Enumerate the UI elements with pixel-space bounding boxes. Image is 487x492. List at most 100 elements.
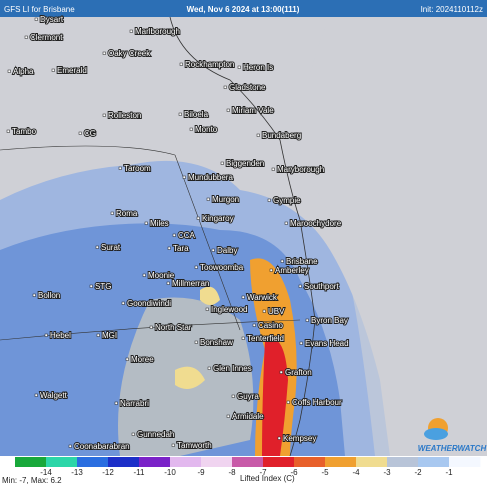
legend-swatch <box>418 457 450 467</box>
place-label: Goondiwindi <box>127 299 171 308</box>
place-marker <box>78 131 82 135</box>
place-label: Miriam Vale <box>232 106 274 115</box>
place-label: STG <box>95 282 111 291</box>
legend-tick-label: -3 <box>383 468 391 477</box>
place-marker <box>207 366 211 370</box>
place-marker <box>277 436 281 440</box>
place-marker <box>241 295 245 299</box>
place-label: Rockhampton <box>185 60 234 69</box>
place-label: Moonie <box>148 271 175 280</box>
place-label: Taroom <box>124 164 151 173</box>
place-marker <box>237 65 241 69</box>
place-label: Grafton <box>285 368 312 377</box>
place-marker <box>102 51 106 55</box>
place-marker <box>226 414 230 418</box>
legend-swatch <box>139 457 171 467</box>
place-marker <box>305 318 309 322</box>
legend-swatch <box>201 457 233 467</box>
place-marker <box>262 309 266 313</box>
place-label: Mundubbera <box>188 173 233 182</box>
place-marker <box>89 284 93 288</box>
place-marker <box>178 112 182 116</box>
place-marker <box>223 85 227 89</box>
legend: -14 -13 -12 -11 -10 -9 -8 -7 -6 -5 -4 -3 -2 -1 <box>15 457 481 477</box>
place-marker <box>114 401 118 405</box>
place-marker <box>226 108 230 112</box>
place-label: Armidale <box>232 412 264 421</box>
legend-swatch <box>15 457 47 467</box>
place-label: Bonshaw <box>200 338 233 347</box>
legend-tick-label: -1 <box>445 468 453 477</box>
place-label: Maroochydore <box>290 219 342 228</box>
place-marker <box>205 307 209 311</box>
legend-swatch <box>263 457 295 467</box>
place-label: Murgon <box>212 195 239 204</box>
place-marker <box>44 333 48 337</box>
legend-swatch <box>449 457 481 467</box>
place-marker <box>171 443 175 447</box>
place-label: Millmerran <box>172 279 209 288</box>
header-init: Init: 2024110112z <box>421 5 483 14</box>
place-marker <box>172 233 176 237</box>
place-label: Tenterfield <box>247 334 284 343</box>
place-label: Dalby <box>217 246 237 255</box>
legend-tick-label: -14 <box>40 468 52 477</box>
logo-cloud <box>424 428 448 440</box>
place-marker <box>129 29 133 33</box>
place-marker <box>95 245 99 249</box>
place-label: Rolleston <box>108 111 141 120</box>
place-label: Guyra <box>237 392 259 401</box>
place-label: Hebel <box>50 331 71 340</box>
place-marker <box>189 127 193 131</box>
place-label: Tambo <box>12 127 37 136</box>
place-label: Warwick <box>247 293 278 302</box>
legend-tick-label: -9 <box>197 468 205 477</box>
place-label: Toowoomba <box>200 263 244 272</box>
place-label: Inglewood <box>211 305 247 314</box>
place-label: Glen Innes <box>213 364 252 373</box>
place-marker <box>142 273 146 277</box>
place-marker <box>241 336 245 340</box>
place-marker <box>7 69 11 73</box>
place-marker <box>179 62 183 66</box>
place-marker <box>267 198 271 202</box>
place-marker <box>121 301 125 305</box>
legend-swatch <box>108 457 140 467</box>
legend-tick-label: -4 <box>352 468 360 477</box>
place-label: Casino <box>258 321 283 330</box>
legend-tick-label: -6 <box>290 468 298 477</box>
place-marker <box>269 268 273 272</box>
legend-swatch <box>170 457 202 467</box>
place-label: Byron Bay <box>311 316 348 325</box>
place-marker <box>271 167 275 171</box>
place-marker <box>279 370 283 374</box>
place-marker <box>220 161 224 165</box>
place-label: Brisbane <box>286 257 318 266</box>
place-marker <box>68 444 72 448</box>
legend-units: Lifted Index (C) <box>240 474 295 483</box>
place-label: Surat <box>101 243 121 252</box>
place-label: Biggenden <box>226 159 264 168</box>
header-title: GFS LI for Brisbane <box>4 5 75 14</box>
place-label: Gunnedah <box>137 430 174 439</box>
place-marker <box>34 17 38 21</box>
place-marker <box>6 129 10 133</box>
place-marker <box>149 325 153 329</box>
place-marker <box>166 281 170 285</box>
legend-swatch <box>294 457 326 467</box>
place-label: UBV <box>268 307 285 316</box>
place-label: Tara <box>173 244 189 253</box>
place-marker <box>299 341 303 345</box>
place-label: CCA <box>178 231 196 240</box>
place-label: Bollon <box>38 291 60 300</box>
place-label: Miles <box>150 219 169 228</box>
place-marker <box>51 68 55 72</box>
legend-swatch <box>325 457 357 467</box>
place-label: Amberley <box>275 266 309 275</box>
place-label: Dysart <box>40 15 64 24</box>
place-label: Maryborough <box>277 165 324 174</box>
place-label: Bundaberg <box>262 131 301 140</box>
place-label: Gympie <box>273 196 301 205</box>
place-marker <box>125 357 129 361</box>
